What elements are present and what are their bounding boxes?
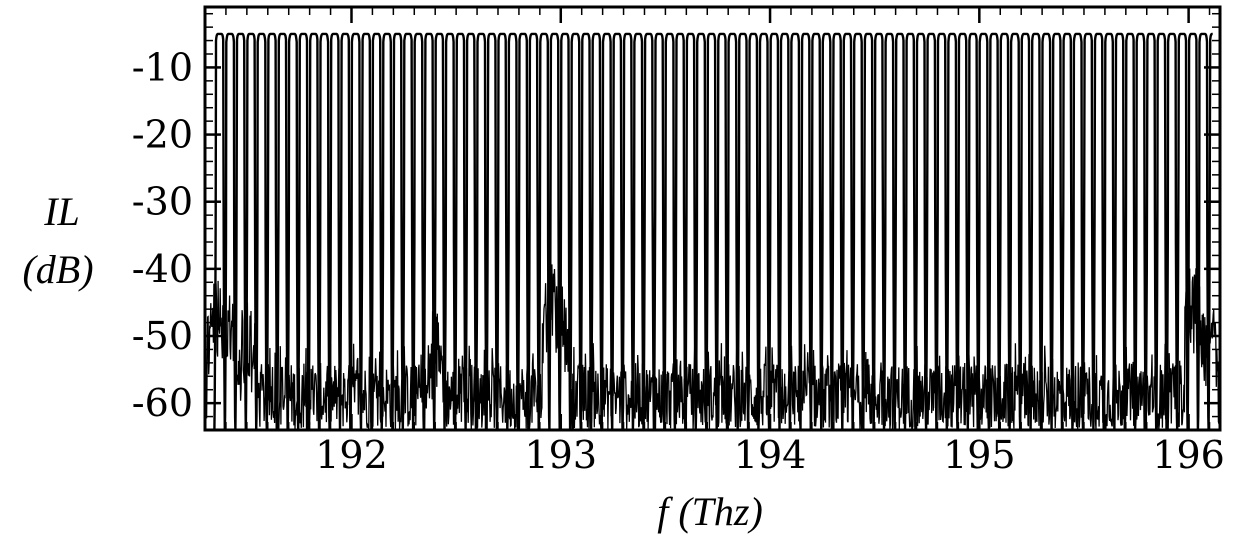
crosstalk-noise-line: [205, 264, 1220, 430]
tick-labels-layer: 192 193 194 195 196 -10 -20 -30 -40 -50 -60: [132, 45, 1225, 477]
x-tick-label: 192: [315, 433, 388, 477]
y-axis-label-line-1: IL: [43, 189, 80, 234]
x-tick-label: 194: [734, 433, 807, 477]
y-tick-label: -30: [132, 180, 193, 224]
y-axis-label-line-2: (dB): [22, 247, 93, 292]
y-tick-label: -20: [132, 113, 193, 157]
y-tick-label: -40: [132, 247, 193, 291]
y-tick-label: -60: [132, 381, 193, 425]
transmission-comb-line: [213, 32, 1213, 430]
x-tick-label: 193: [525, 433, 598, 477]
x-tick-label: 196: [1152, 433, 1225, 477]
y-tick-label: -10: [132, 45, 193, 89]
x-axis-label: f (Thz): [657, 489, 763, 534]
x-tick-label: 195: [943, 433, 1016, 477]
ticks-layer: [204, 7, 1220, 431]
y-tick-label: -50: [132, 314, 193, 358]
plot-frame: [203, 5, 1222, 432]
series-layer: [205, 32, 1220, 430]
